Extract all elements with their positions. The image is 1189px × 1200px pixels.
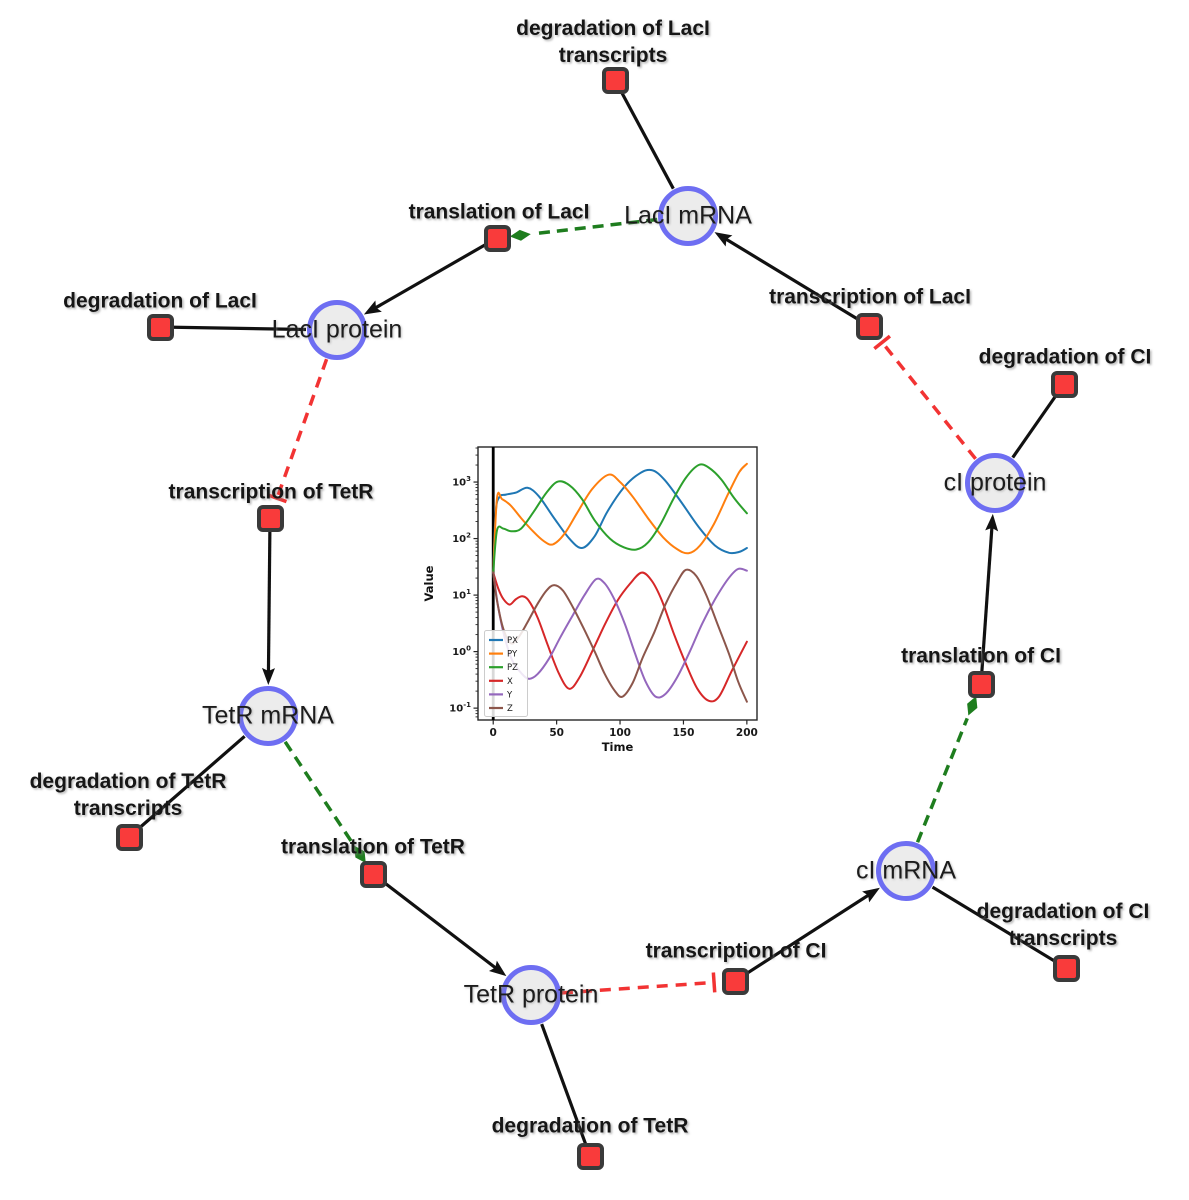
y-tick-label: 103: [452, 475, 471, 489]
x-tick-label: 200: [736, 727, 758, 739]
edge-tetr_mrna-deg_tetr_tr: [127, 735, 246, 839]
edge-ci_protein-deg_ci: [1011, 383, 1066, 459]
x-tick-label: 150: [672, 727, 694, 739]
edge-transc_ci-ci_mrna: [734, 887, 880, 983]
x-tick-label: 0: [490, 727, 497, 739]
legend-label-X: X: [507, 677, 513, 687]
edges: [127, 79, 1067, 1157]
edge-laci_mrna-transl_laci: [509, 217, 658, 241]
edge-tetr_protein-deg_tetr: [540, 1023, 592, 1157]
edge-transl_ci-ci_protein: [979, 513, 999, 685]
y-tick-label: 10-1: [449, 701, 471, 715]
chart-series-PY: [492, 462, 748, 574]
chart-series-PZ: [492, 463, 748, 574]
legend-label-PZ: PZ: [507, 663, 518, 673]
edge-laci_protein-transc_tetr: [267, 358, 329, 504]
edge-transc_laci-laci_mrna: [714, 232, 870, 328]
time-course-chart: 0 50 100 150 20010310210110010-1TimeValuePXP…: [422, 446, 758, 754]
edge-ci_protein-transc_laci: [873, 334, 977, 460]
legend-label-PY: PY: [507, 650, 518, 660]
edge-tetr_protein-transc_ci: [561, 972, 717, 995]
edge-ci_mrna-deg_ci_tr: [931, 885, 1067, 970]
x-tick-label: 50: [549, 727, 564, 739]
edge-laci_mrna-deg_laci_tr: [613, 79, 675, 190]
legend-label-PX: PX: [507, 636, 518, 646]
edge-transc_tetr-tetr_mrna: [261, 517, 275, 686]
y-tick-label: 101: [452, 588, 471, 602]
x-axis-title: Time: [602, 740, 634, 754]
chart-series-X: [492, 571, 748, 703]
chart-legend: PX PY PZ XYZ: [484, 630, 528, 717]
y-axis-title: Value: [422, 565, 436, 601]
legend-label-Z: Z: [507, 704, 513, 714]
y-tick-label: 100: [452, 645, 471, 659]
edge-ci_mrna-transl_ci: [915, 696, 978, 843]
edge-transl_tetr-tetr_protein: [372, 872, 507, 977]
chart-series-PX: [492, 468, 748, 574]
edge-laci_protein-deg_laci: [159, 325, 307, 332]
edge-tetr_mrna-transl_tetr: [283, 740, 366, 864]
y-tick-label: 102: [452, 532, 471, 546]
legend-label-Y: Y: [506, 690, 513, 700]
x-tick-label: 100: [609, 727, 631, 739]
edge-transl_laci-laci_protein: [363, 236, 498, 315]
